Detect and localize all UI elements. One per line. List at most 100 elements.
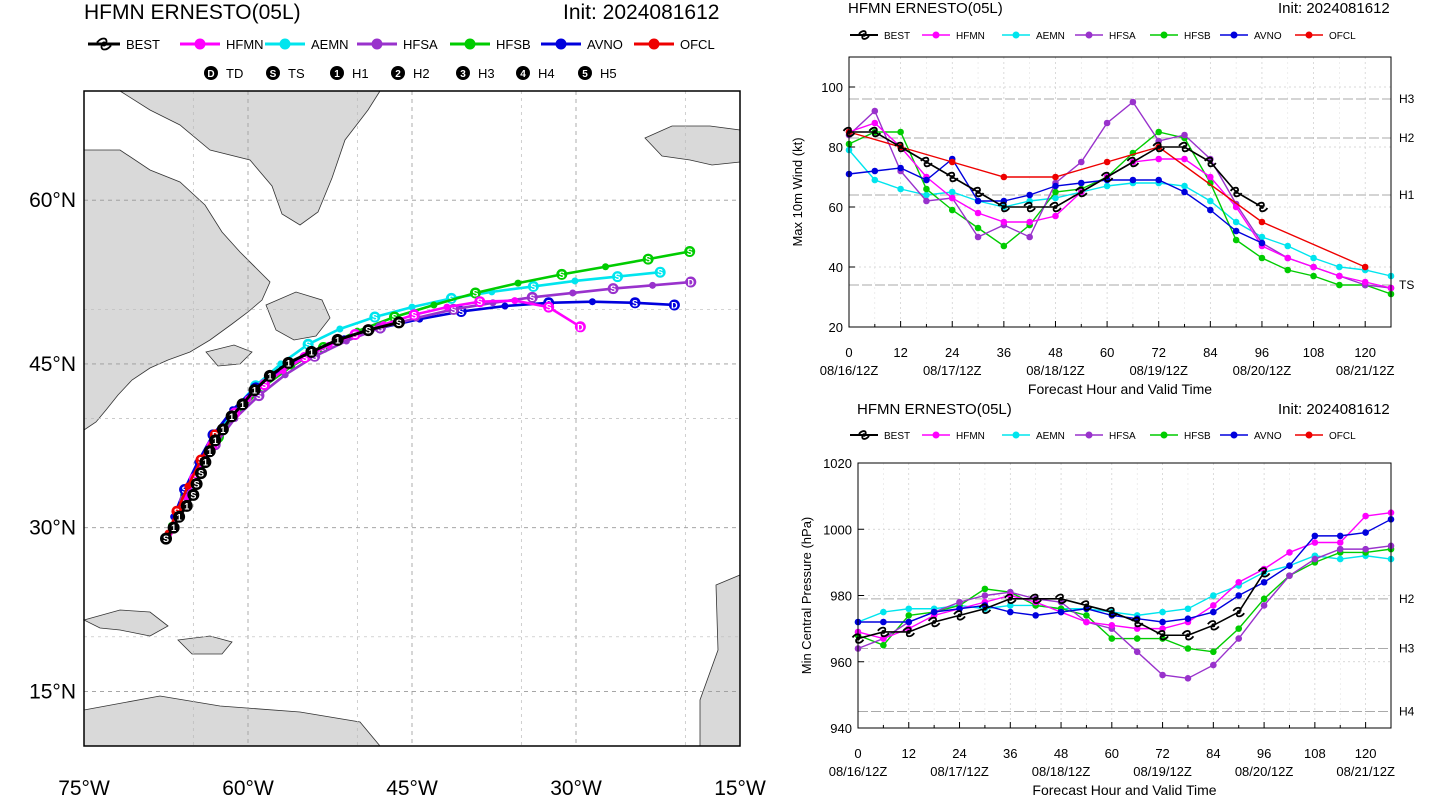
wind-legend-label-hfmn: HFMN	[956, 31, 985, 42]
pressure-point-hfsb	[981, 585, 989, 593]
wind-point-hfsb	[1232, 236, 1240, 244]
track-point-best: 1	[167, 521, 180, 534]
wind-ytick-label: 60	[829, 200, 843, 215]
lon-label: 30°W	[550, 777, 602, 800]
intensity-legend: D TD S TS 1 H1 2 H2 3 H3 4 H4 5 H5	[204, 66, 617, 81]
wind-point-hfsb	[1336, 281, 1343, 289]
pressure-point-hfsa	[1336, 545, 1344, 553]
wind-frame	[848, 56, 1392, 328]
wind-xtick-label: 120	[1354, 345, 1376, 360]
wind-point-ofcl	[1258, 218, 1266, 226]
wind-point-best	[1178, 141, 1191, 153]
wind-legend-marker-best	[858, 30, 870, 40]
track-point-avno	[588, 298, 596, 306]
wind-point-hfmn	[1361, 278, 1369, 286]
pressure-point-hfsa	[956, 598, 963, 606]
pressure-point-hfsa	[1362, 545, 1369, 553]
svg-text:D: D	[688, 278, 695, 288]
legend-label-hfsa: HFSA	[403, 37, 438, 52]
wind-point-avno	[1077, 179, 1085, 187]
wind-point-hfsb	[1052, 188, 1059, 196]
wind-point-ofcl	[1052, 173, 1059, 181]
pressure-point-best	[1181, 630, 1195, 641]
track-point-best: 1	[248, 384, 261, 397]
pressure-point-avno	[930, 608, 938, 616]
track-point-hfmn: S	[474, 296, 486, 308]
track-point-best: 1	[203, 445, 216, 458]
wind-point-avno	[1026, 191, 1033, 199]
intensity-label-ts: TS	[288, 66, 305, 81]
wind-ytick-label: 40	[829, 260, 843, 275]
pressure-date-label: 08/17/12Z	[930, 764, 989, 779]
wind-point-best	[868, 126, 882, 138]
pressure-xtick-label: 48	[1054, 746, 1068, 761]
wind-legend-label-avno: AVNO	[1254, 31, 1282, 42]
wind-ytick-label: 20	[829, 320, 843, 335]
pressure-point-avno	[905, 618, 913, 626]
pressure-point-best	[902, 626, 915, 638]
intensity-symbol-td	[204, 66, 218, 80]
pressure-point-hfsa	[1286, 572, 1293, 579]
legend-label-hfmn: HFMN	[226, 37, 264, 52]
wind-xtick-label: 12	[893, 345, 907, 360]
wind-point-aemn	[1336, 263, 1343, 271]
pressure-point-best	[978, 603, 992, 614]
pressure-point-best	[1054, 593, 1068, 605]
legend-marker-ofcl	[648, 38, 660, 50]
wind-point-aemn	[1103, 182, 1111, 190]
svg-text:S: S	[302, 353, 308, 363]
wind-xtick-label: 108	[1303, 345, 1325, 360]
track-point-hfmn: S	[408, 309, 420, 321]
track-point-best: 1	[199, 456, 212, 469]
pressure-point-best	[1105, 606, 1119, 618]
pressure-point-hfsb	[1184, 645, 1192, 652]
intensity-symbol-ts	[266, 66, 280, 80]
track-point-hfsb: S	[469, 287, 481, 299]
lon-label: 45°W	[386, 777, 438, 800]
pressure-point-best	[953, 610, 966, 621]
wind-legend-label-hfsa: HFSA	[1109, 31, 1136, 42]
pressure-series	[851, 509, 1395, 682]
track-point-best: S	[194, 467, 207, 480]
svg-text:S: S	[198, 469, 204, 479]
wind-point-ofcl	[1361, 263, 1369, 271]
pressure-point-best	[1207, 620, 1220, 631]
lat-label: 60°N	[29, 189, 76, 212]
svg-text:1: 1	[229, 412, 234, 422]
track-point-best: S	[362, 324, 375, 337]
track-map-panel: HFMN ERNESTO(05L) Init: 2024081612 BEST H…	[29, 1, 766, 800]
wind-point-best	[997, 201, 1011, 213]
pressure-point-hfmn	[1083, 618, 1090, 626]
wind-point-best	[946, 171, 959, 183]
wind-point-best	[1075, 186, 1088, 198]
wind-point-aemn	[1284, 242, 1292, 250]
svg-text:S: S	[451, 305, 457, 315]
wind-point-avno	[1232, 227, 1240, 235]
pressure-point-best	[1004, 593, 1017, 605]
wind-axes: 0 12 24 36 48 60 72 84 96 108 120 08/16/12Z 08/17/12…	[790, 80, 1395, 397]
legend-marker-aemn	[279, 38, 291, 50]
wind-point-best	[1229, 186, 1243, 198]
pressure-point-hfsb	[880, 641, 887, 649]
wind-point-hfsb	[1155, 128, 1163, 136]
pressure-point-hfsb	[1210, 648, 1217, 656]
wind-point-hfmn	[948, 194, 956, 202]
pressure-chart-init: Init: 2024081612	[1278, 401, 1390, 418]
greenland	[118, 90, 381, 226]
cuba	[82, 609, 169, 637]
map-legend: BEST HFMN AEMN HFSA HFSB AVNO OFCL	[88, 37, 715, 52]
track-point-best: S	[160, 532, 172, 545]
intensity-label-h4: H4	[538, 66, 555, 81]
track-point-hfsb: S	[684, 245, 696, 257]
wind-point-avno	[974, 197, 982, 205]
pressure-legend-marker-best	[858, 430, 870, 440]
svg-text:S: S	[190, 490, 196, 500]
pressure-point-aemn	[1159, 608, 1166, 616]
legend-marker-best	[96, 37, 112, 51]
svg-text:1: 1	[177, 512, 182, 522]
pressure-legend-marker-aemn	[1012, 431, 1020, 439]
pressure-line-hfmn	[857, 511, 1392, 640]
svg-text:S: S	[458, 307, 464, 317]
pressure-point-avno	[1336, 532, 1344, 540]
track-point-hfsb: S	[642, 253, 654, 265]
